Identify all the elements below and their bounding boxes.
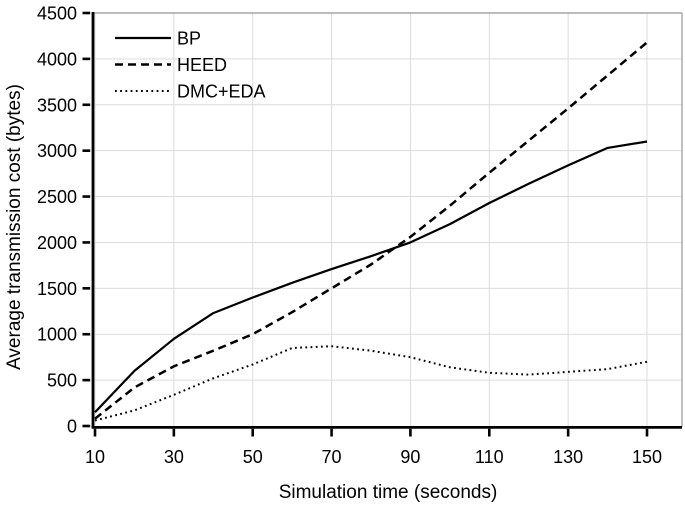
x-axis-title: Simulation time (seconds) (279, 482, 498, 503)
y-axis-title: Average transmission cost (bytes) (4, 84, 25, 370)
legend-item: DMC+EDA (115, 82, 266, 102)
axis-ticks (82, 11, 649, 437)
y-tick-label: 0 (67, 417, 77, 437)
y-tick-label: 3500 (37, 95, 77, 115)
x-tick-label: 50 (243, 447, 263, 467)
series-line-dmc-eda (94, 345, 648, 422)
y-tick-label: 2000 (37, 233, 77, 253)
x-tick-label: 130 (553, 447, 583, 467)
x-tick-label: 150 (632, 447, 662, 467)
legend-label: BP (177, 29, 201, 49)
series-lines (94, 41, 648, 422)
x-tick-label: 10 (85, 447, 105, 467)
axes (91, 12, 682, 429)
plot-border (93, 12, 683, 427)
x-tick-label: 30 (164, 447, 184, 467)
legend-item: BP (115, 29, 201, 49)
x-tick-label: 90 (400, 447, 420, 467)
y-tick-label: 1000 (37, 325, 77, 345)
x-tick-label: 70 (322, 447, 342, 467)
legend-item: HEED (115, 55, 227, 75)
gridlines (93, 13, 682, 426)
y-tick-label: 3000 (37, 141, 77, 161)
y-tick-label: 4500 (37, 4, 77, 24)
y-tick-label: 500 (47, 371, 77, 391)
x-tick-label: 110 (475, 447, 504, 467)
tick-labels: 10 30 50 70 90 110 130 150050010001500200025003… (37, 4, 662, 468)
legend: BP HEED DMC+EDA (115, 29, 266, 102)
legend-label: HEED (177, 55, 227, 75)
series-line-heed (94, 41, 648, 420)
y-tick-label: 4000 (37, 49, 77, 69)
series-line-bp (94, 140, 648, 413)
y-tick-label: 2500 (37, 187, 77, 207)
y-tick-label: 1500 (37, 279, 77, 299)
legend-label: DMC+EDA (177, 82, 266, 102)
